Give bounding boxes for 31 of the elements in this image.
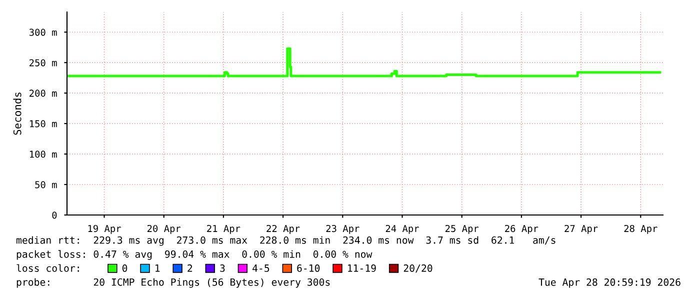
x-tick-label: 23 Apr — [326, 224, 360, 234]
y-tick-label: 300 m — [29, 28, 57, 36]
y-tick-label: 0 — [52, 212, 57, 219]
legend-label: 4-5 — [252, 264, 270, 272]
legend-label: 3 — [220, 264, 225, 272]
y-tick-label: 250 m — [30, 59, 57, 66]
legend-label: 6-10 — [297, 264, 320, 272]
text: probe: 20 ICMP Echo Pings (56 Bytes) every 300s — [16, 278, 330, 288]
x-tick-label: 22 Apr — [266, 224, 300, 234]
legend-label: 2 — [188, 264, 192, 272]
x-tick-label: 21 Apr — [207, 224, 240, 234]
legend-label: 1 — [156, 264, 160, 272]
text: packet loss: 0.47 % avg 99.04 % max 0.00 % min 0.00 % now — [16, 250, 372, 260]
x-tick-label: 28 Apr — [624, 224, 658, 234]
y-tick-label: 200 m — [30, 90, 57, 97]
y-tick-label: 100 m — [30, 150, 57, 158]
legend-title: loss color: — [16, 264, 79, 272]
y-tick-label: 50 m — [35, 181, 57, 188]
x-tick-label: 25 Apr — [445, 224, 479, 234]
x-tick-label: 27 Apr — [564, 224, 598, 234]
y-tick-label: 150 m — [30, 120, 57, 128]
legend-label: 11-19 — [348, 264, 376, 272]
x-tick-label: 26 Apr — [505, 224, 538, 234]
text: median rtt: 229.3 ms avg 273.0 ms max 228.0 ms min 234.0 ms now 3.7 ms sd 62.1 am/s — [16, 236, 556, 246]
y-axis-title: Seconds — [13, 92, 22, 135]
x-tick-label: 19 Apr — [88, 224, 121, 234]
legend-label: 20/20 — [404, 264, 432, 273]
x-tick-label: 24 Apr — [386, 224, 419, 234]
x-tick-label: 20 Apr — [147, 224, 181, 234]
legend-label: 0 — [122, 264, 128, 272]
text: Tue Apr 28 20:59:19 2026 — [538, 278, 680, 288]
